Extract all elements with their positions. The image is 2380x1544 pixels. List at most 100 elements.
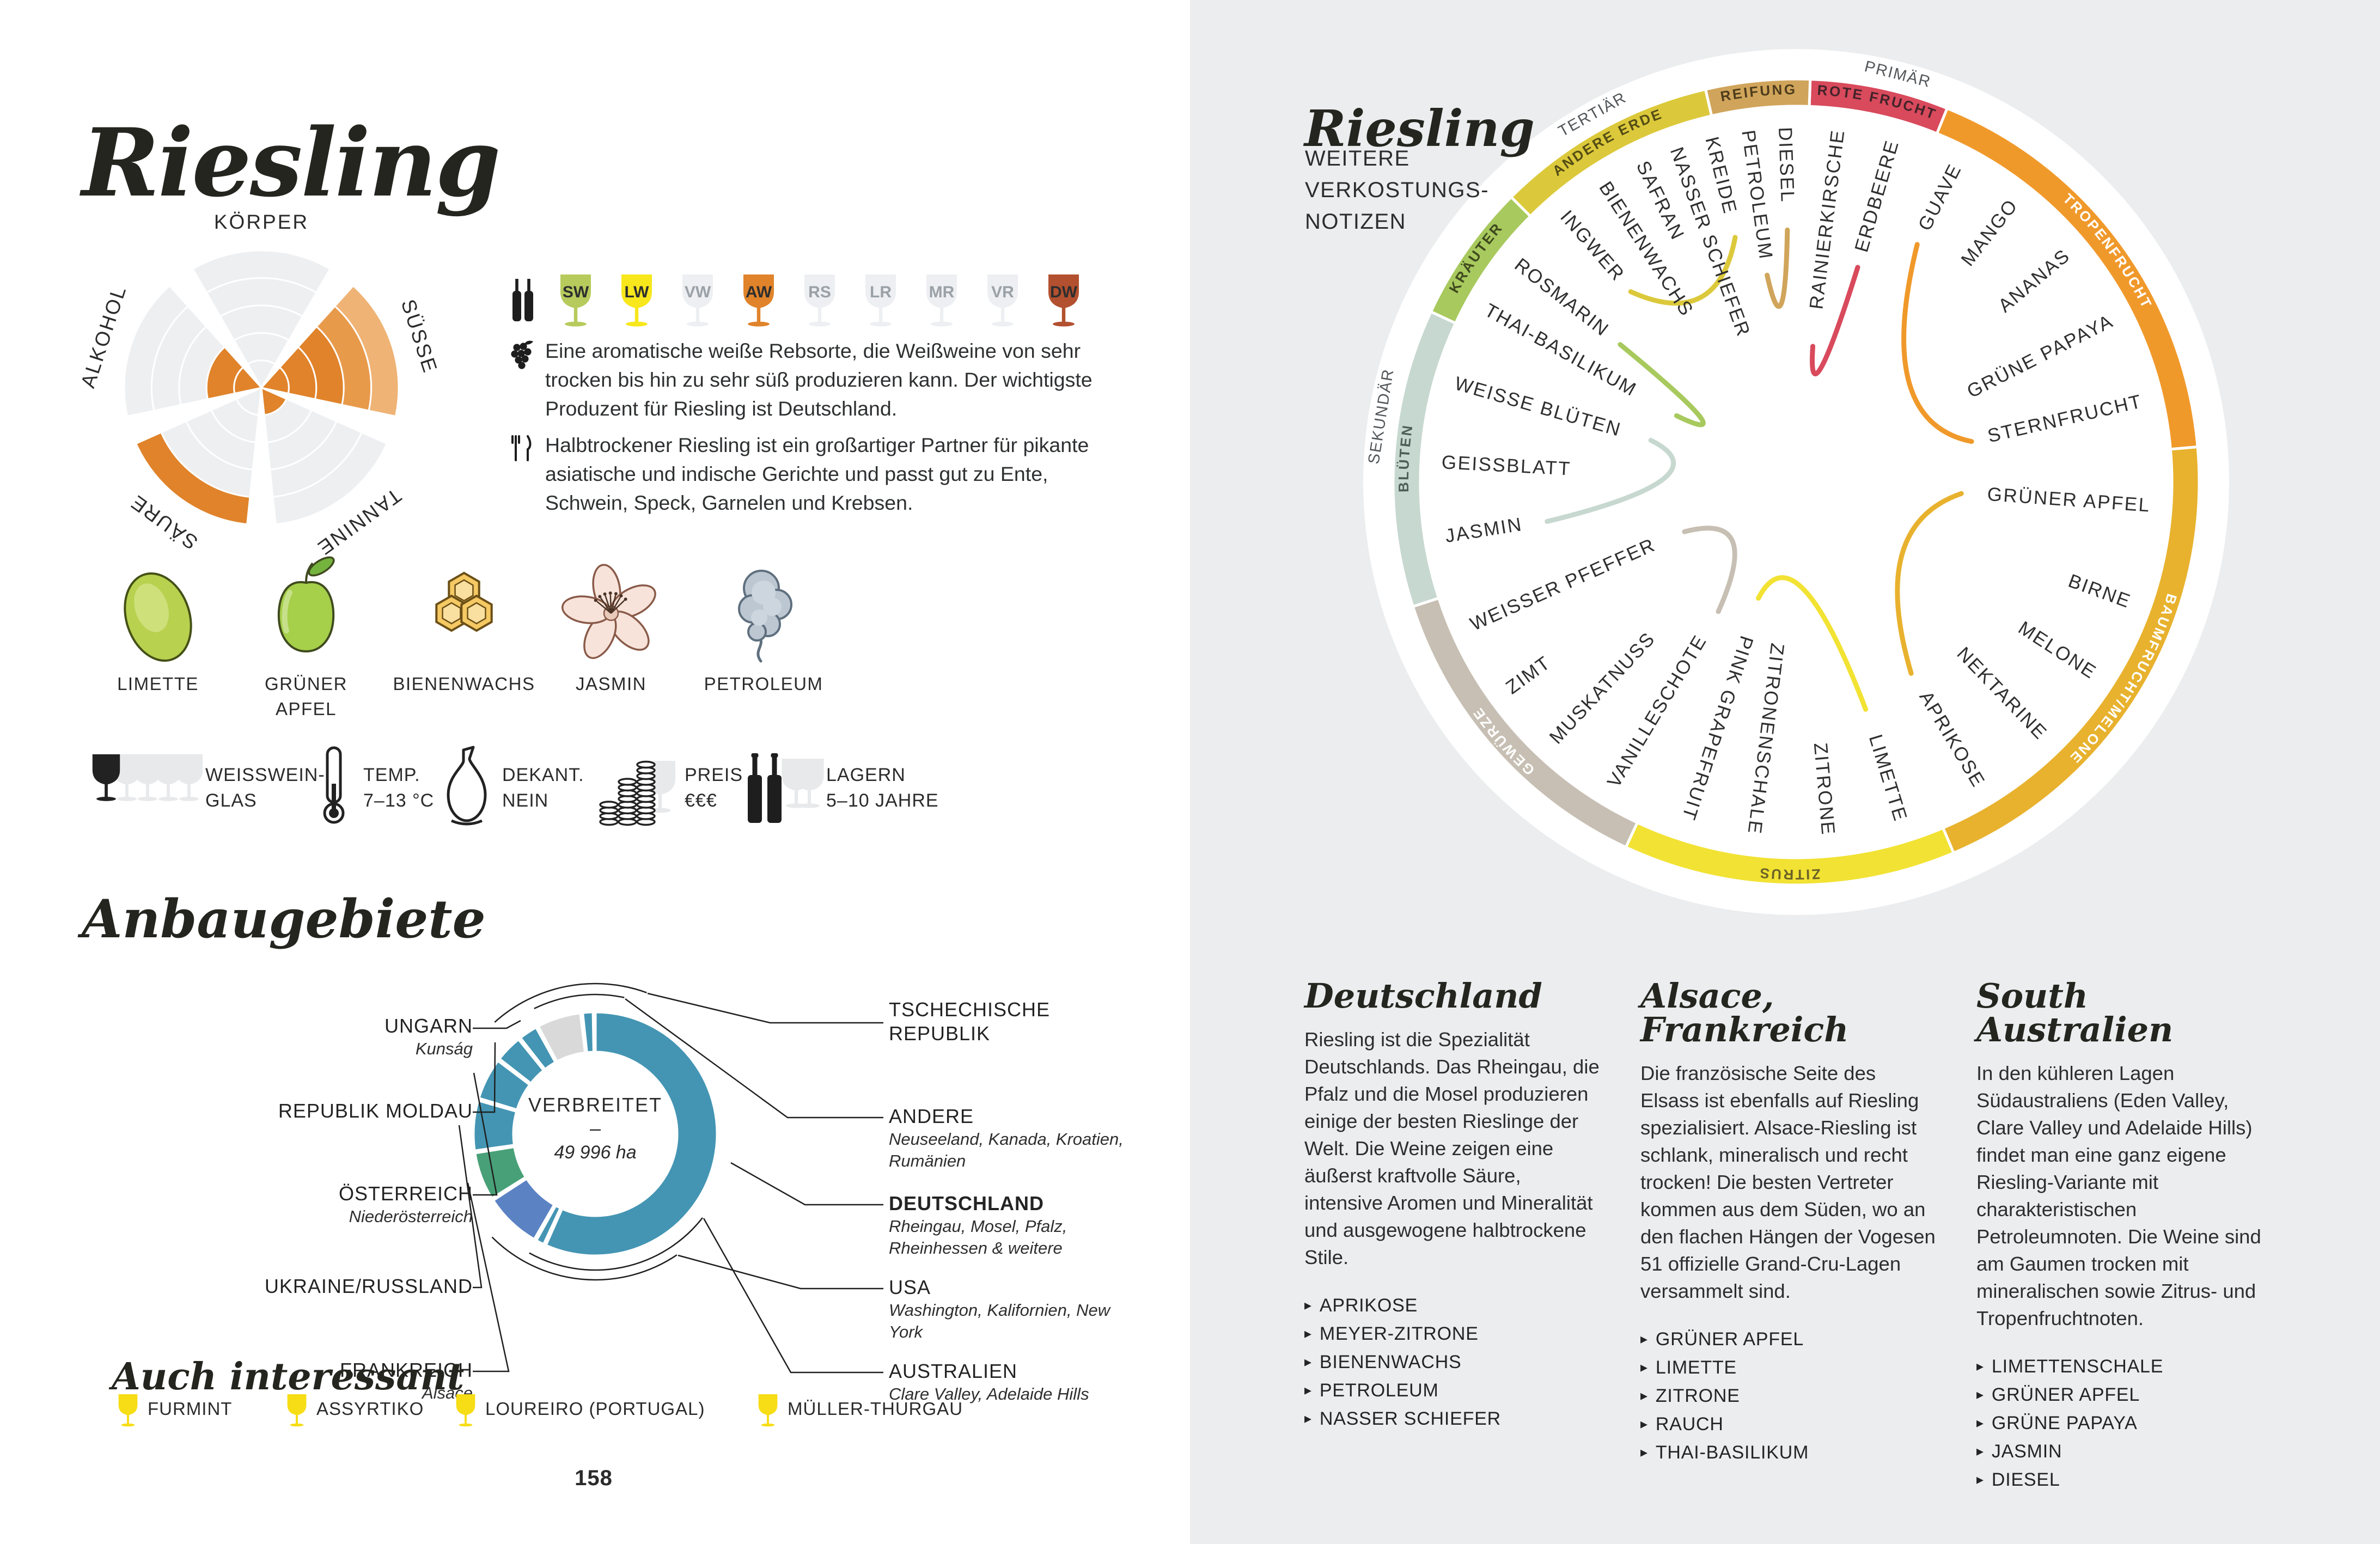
profile-band [233,332,290,365]
column-body: Riesling ist die Spezialität Deutschland… [1304,1028,1600,1268]
donut-leader-line [473,1072,498,1196]
region-name: UKRAINE/RUSSLAND [264,1275,473,1297]
wheel-pair-curve [1810,265,1860,376]
serving-facts-row: WEISSWEIN- GLAS TEMP. 7–13 °C DEKANT. NEIN PRE… [90,742,1125,840]
region-label: REPUBLIK MOLDAU [179,1099,473,1123]
region-name: DEUTSCHLAND [889,1192,1044,1215]
column-bullet: ▸ LIMETTENSCHALE [1976,1356,2164,1377]
wine-glass-icon [758,1394,778,1427]
bottles-icon [512,279,533,321]
decanter-icon [447,746,487,826]
fact-item: TEMP. 7–13 °C [319,742,434,834]
wheel-aroma-label: DIESEL [1774,127,1798,204]
donut-bracket-arc [529,1217,703,1271]
region-column: South Australien In den kühleren Lagen Sü… [1976,979,2275,1494]
wheel-category-label: ZITRUS [1757,865,1821,883]
wheel-pair-curve [1901,242,1974,444]
donut-bracket-arc [494,982,647,1023]
wine-style-scale: SW LW VW AW RS LR MR VR DW [509,269,1141,334]
bullet-triangle-icon: ▸ [1304,1382,1312,1398]
style-glass-icon [682,274,713,327]
subtitle-line: NOTIZEN [1305,210,1407,234]
region-sublabel: Kunság [415,1039,473,1058]
region-column: Alsace, Frankreich Die französische Seite… [1640,979,1939,1467]
wheel-pair-curve [1618,342,1706,428]
donut-center-dash: – [589,1117,601,1139]
column-bullet-list: ▸ GRÜNER APFEL ▸ LIMETTE ▸ ZITRONE ▸ RAUCH ▸ THAI… [1640,1326,1939,1467]
flavor-label: GRÜNER APFEL [264,674,347,719]
column-body: In den kühleren Lagen Südaustraliens (Ed… [1976,1062,2261,1329]
region-segment [491,1176,557,1242]
subtitle-line: VERKOSTUNGS- [1305,178,1490,202]
subtitle-line: WEITERE [1305,147,1410,170]
style-glass-icon [560,274,591,327]
also-interesting-heading: Auch interessant [112,1355,465,1399]
thermometer-icon [323,746,345,824]
fact-text: TEMP. 7–13 °C [363,765,435,811]
style-glass-icon [1048,274,1079,327]
style-glass-icon [926,274,957,327]
column-bullet: ▸ NASSER SCHIEFER [1304,1408,1502,1429]
also-interesting-label: FURMINT [148,1399,233,1419]
green-apple-icon [277,556,335,653]
style-glass-code: RS [808,283,831,301]
also-interesting-label: LOUREIRO (PORTUGAL) [485,1399,705,1419]
donut-leader-line [473,1042,496,1113]
yellow-glass-icon [758,1394,778,1427]
regions-heading: Anbaugebiete [82,888,486,950]
column-bullet: ▸ GRÜNER APFEL [1976,1384,2140,1405]
donut-leader-line [703,1218,883,1374]
style-glass-code: LR [870,283,892,301]
yellow-glass-icon [456,1394,475,1427]
wheel-pair-curve [1756,575,1869,712]
fact-text: WEISSWEIN- GLAS [205,765,325,811]
column-bullet: ▸ ZITRONE [1640,1386,1740,1406]
region-name: ÖSTERREICH [338,1182,473,1205]
profile-band [123,284,190,418]
region-label: AUSTRALIEN Clare Valley, Adelaide Hills [889,1359,1145,1405]
flavor-item: LIMETTE [76,554,240,697]
wine-glass-icon [92,754,120,801]
bullet-triangle-icon: ▸ [1304,1410,1312,1426]
column-bullet: ▸ GRÜNE PAPAYA [1976,1413,2138,1433]
wheel-page-subtitle: WEITERE VERKOSTUNGS- NOTIZEN [1305,143,1489,237]
flavor-icons-row: LIMETTE GRÜNER APFEL BIENENWACHS JASMIN PETR… [82,554,931,734]
also-interesting-item: ASSYRTIKO [286,1392,424,1427]
column-body: Die französische Seite des Elsass ist eb… [1640,1062,1936,1302]
note-row: Eine aromatische weiße Rebsorte, die Wei… [509,337,1114,423]
column-bullet-list: ▸ LIMETTENSCHALE ▸ GRÜNER APFEL ▸ GRÜNE PAPAY… [1976,1353,2275,1494]
jasmine-icon [561,564,656,660]
also-interesting-label: MÜLLER-THURGAU [788,1399,963,1419]
style-glass-code: AW [746,283,772,301]
page-title: Riesling [82,107,501,218]
also-interesting-item: FURMINT [117,1392,233,1427]
honeycomb-icon [435,571,493,632]
coins-icon [599,760,675,826]
grapes-icon [509,337,534,423]
column-bullet: ▸ BIENENWACHS [1304,1352,1462,1372]
bullet-triangle-icon: ▸ [1976,1386,1984,1402]
wheel-pair-curve [1682,526,1737,614]
profile-axis-label: KÖRPER [214,211,309,233]
yellow-glass-icon [118,1394,138,1427]
wine-glass-icon [456,1394,475,1427]
column-heading: Deutschland [1304,976,1542,1016]
also-interesting-row: FURMINT ASSYRTIKO LOUREIRO (PORTUGAL) MÜLLE… [112,1392,1092,1452]
fact-text: DEKANT. NEIN [502,765,584,811]
donut-leader-line [678,1254,883,1290]
region-sublabel: Niederösterreich [349,1207,473,1226]
donut-center-label: VERBREITET – 49 996 ha [516,1094,674,1164]
wine-glass-icon [287,1394,307,1427]
bullet-triangle-icon: ▸ [1976,1358,1984,1374]
region-name: REPUBLIK MOLDAU [278,1100,473,1122]
column-heading: Alsace, Frankreich [1640,976,1849,1049]
wheel-pair-curve [1765,227,1790,309]
donut-bracket-arc [491,1236,678,1281]
style-glass-code: DW [1050,283,1078,301]
style-glass-icon [804,274,835,327]
style-glass-icon [621,274,652,327]
column-bullet: ▸ RAUCH [1640,1414,1724,1435]
region-label: UKRAINE/RUSSLAND [179,1274,473,1298]
